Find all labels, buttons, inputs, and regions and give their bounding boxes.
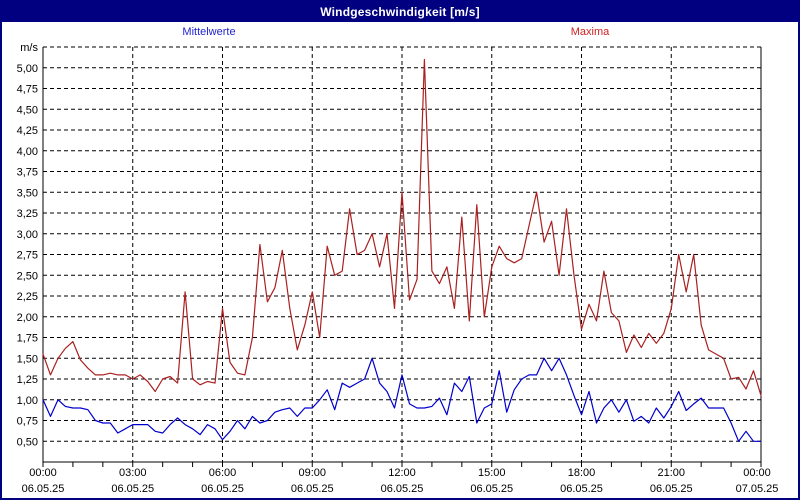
- x-axis-date-label: 06.05.25: [560, 483, 603, 495]
- x-axis-time-label: 06:00: [209, 467, 237, 479]
- y-axis-tick-label: 3,00: [17, 229, 38, 241]
- y-axis-tick-label: 2,00: [17, 312, 38, 324]
- legend-mittelwerte-label: Mittelwerte: [182, 26, 236, 38]
- x-axis-date-label: 06.05.25: [111, 483, 154, 495]
- x-axis-date-label: 06.05.25: [381, 483, 424, 495]
- x-axis-time-label: 00:00: [743, 467, 771, 479]
- x-axis-date-label: 06.05.25: [650, 483, 693, 495]
- x-axis-time-label: 15:00: [478, 467, 506, 479]
- y-axis-tick-label: 0,75: [17, 416, 38, 428]
- y-axis-tick-label: 2,25: [17, 291, 38, 303]
- x-axis-date-label: 07.05.25: [736, 483, 779, 495]
- y-axis-tick-label: 5,00: [17, 63, 38, 75]
- x-axis-time-label: 03:00: [119, 467, 147, 479]
- y-axis-unit-label: m/s: [20, 42, 38, 54]
- y-axis-tick-label: 1,50: [17, 353, 38, 365]
- y-axis-tick-label: 3,75: [17, 167, 38, 179]
- y-axis-tick-label: 2,75: [17, 250, 38, 262]
- y-axis-tick-label: 4,00: [17, 146, 38, 158]
- y-axis-tick-label: 4,75: [17, 84, 38, 96]
- series-line-mittelwerte: [42, 357, 762, 442]
- y-axis-tick-label: 1,00: [17, 395, 38, 407]
- y-axis-tick-label: 3,50: [17, 187, 38, 199]
- series-line-maxima: [42, 58, 762, 397]
- x-axis-time-label: 12:00: [388, 467, 416, 479]
- y-axis-tick-label: 1,75: [17, 333, 38, 345]
- y-axis-tick-label: 1,25: [17, 374, 38, 386]
- y-axis-tick-label: 2,50: [17, 270, 38, 282]
- x-axis-time-label: 09:00: [298, 467, 326, 479]
- x-axis-time-label: 00:00: [29, 467, 57, 479]
- y-axis-tick-label: 4,25: [17, 125, 38, 137]
- title-bar[interactable]: Windgeschwindigkeit [m/s]: [2, 2, 798, 22]
- x-axis-date-label: 06.05.25: [291, 483, 334, 495]
- x-axis-date-label: 06.05.25: [470, 483, 513, 495]
- y-axis-tick-label: 0,50: [17, 436, 38, 448]
- legend-maxima-label: Maxima: [570, 26, 610, 38]
- x-axis-time-label: 18:00: [568, 467, 596, 479]
- x-axis-date-label: 06.05.25: [22, 483, 65, 495]
- x-axis-time-label: 21:00: [657, 467, 685, 479]
- y-axis-tick-label: 4,50: [17, 104, 38, 116]
- x-axis-date-label: 06.05.25: [201, 483, 244, 495]
- y-axis-tick-label: 3,25: [17, 208, 38, 220]
- window-title: Windgeschwindigkeit [m/s]: [320, 5, 480, 19]
